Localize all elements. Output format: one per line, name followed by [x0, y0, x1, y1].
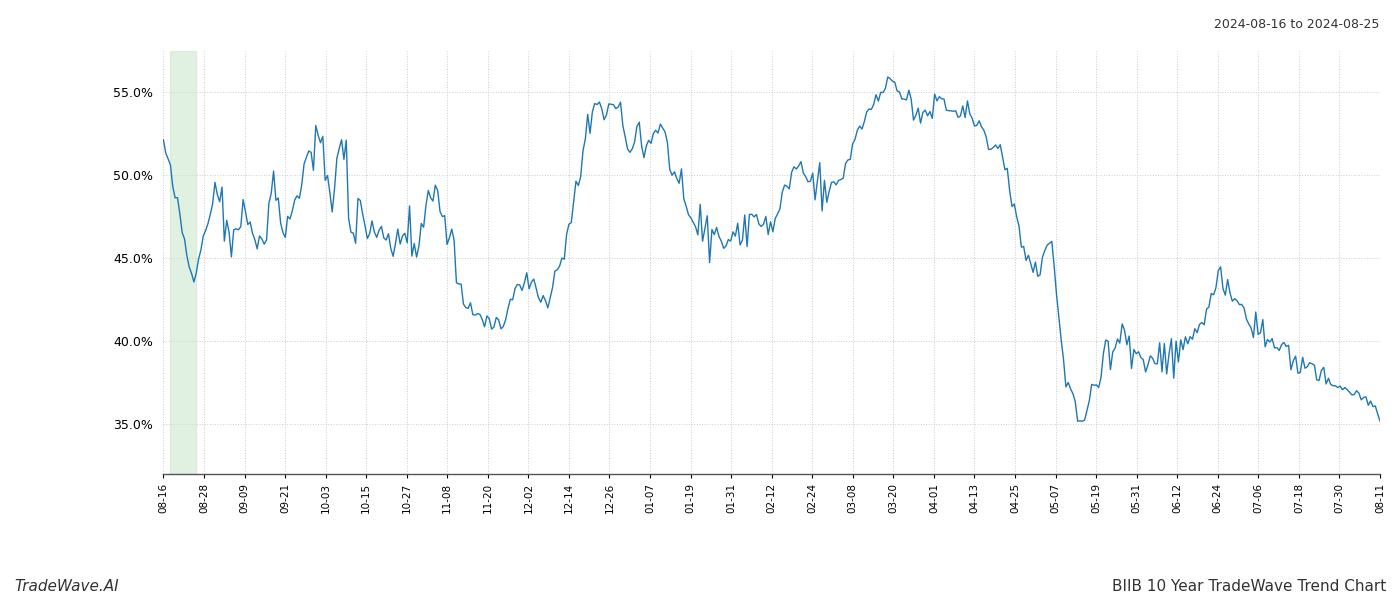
Text: BIIB 10 Year TradeWave Trend Chart: BIIB 10 Year TradeWave Trend Chart	[1112, 579, 1386, 594]
Text: TradeWave.AI: TradeWave.AI	[14, 579, 119, 594]
Text: 2024-08-16 to 2024-08-25: 2024-08-16 to 2024-08-25	[1214, 18, 1379, 31]
Bar	[171, 51, 196, 474]
